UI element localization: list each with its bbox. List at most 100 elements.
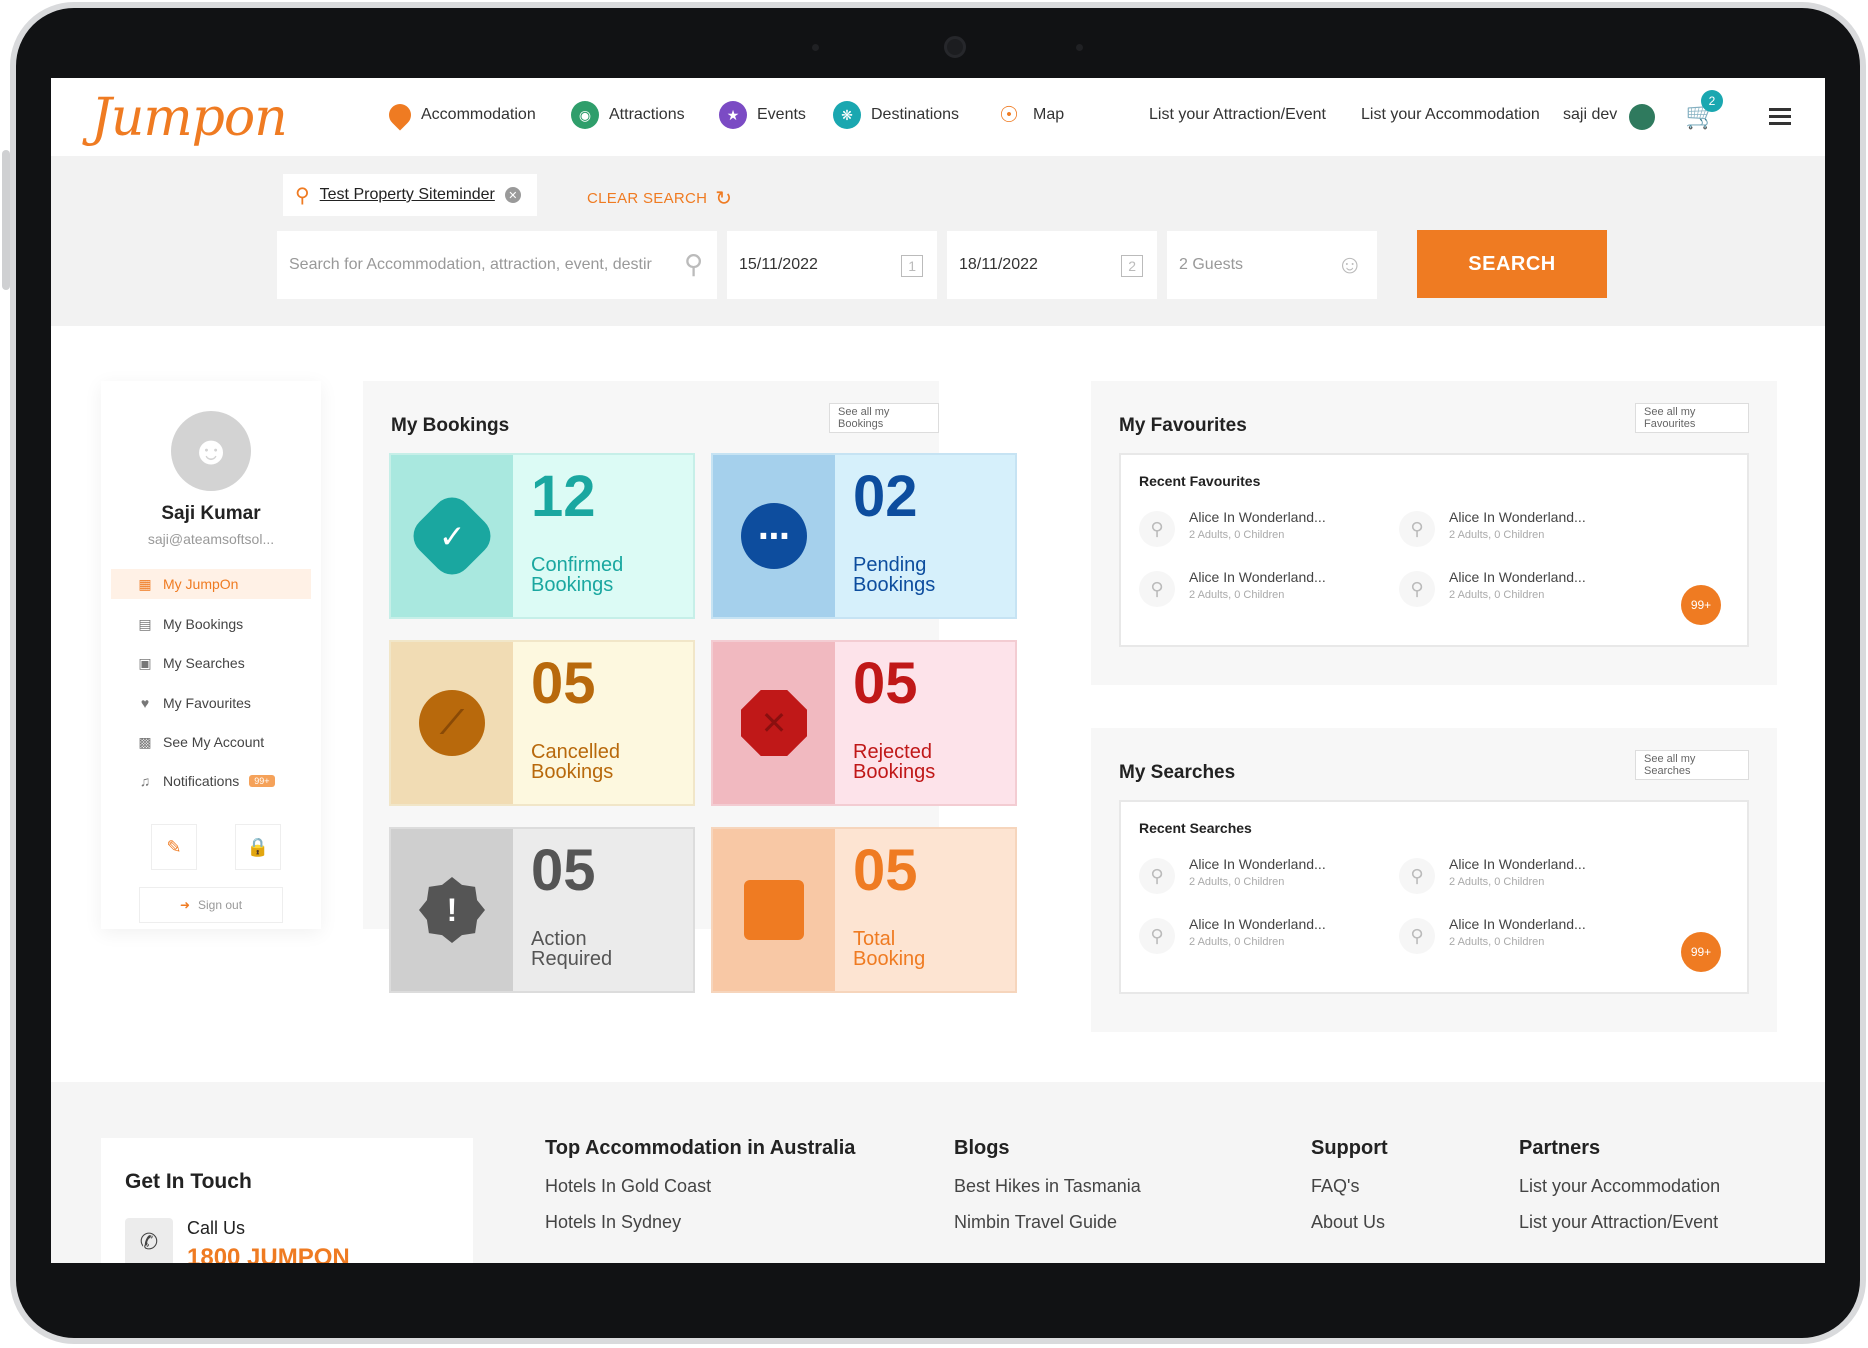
guests-field[interactable]: 2 Guests ☺ <box>1167 231 1377 299</box>
footer-column-title: Support <box>1311 1137 1388 1159</box>
search-item[interactable]: ⚲ Alice In Wonderland... 2 Adults, 0 Chi… <box>1139 856 1369 902</box>
nav-attractions[interactable]: ◉ Attractions <box>571 96 685 134</box>
card-icon-area: ! <box>391 829 513 991</box>
search-tag[interactable]: ⚲ Test Property Siteminder ✕ <box>283 174 537 216</box>
checkin-date-field[interactable]: 15/11/2022 1 <box>727 231 937 299</box>
sidebar-item-see-my-account[interactable]: ▩ See My Account <box>111 727 311 757</box>
recent-favourites-title: Recent Favourites <box>1139 473 1261 489</box>
profile-email: saji@ateamsoftsol... <box>147 531 275 547</box>
change-password-button[interactable]: 🔒 <box>235 824 281 870</box>
footer-link[interactable]: Best Hikes in Tasmania <box>954 1176 1141 1196</box>
footer-link[interactable]: List your Attraction/Event <box>1519 1212 1719 1232</box>
jumpon-logo[interactable]: Jumpon <box>91 88 288 148</box>
search-band: ⚲ Test Property Siteminder ✕ CLEAR SEARC… <box>51 156 1825 326</box>
list-accommodation-link[interactable]: List your Accommodation <box>1361 106 1540 123</box>
sidebar-item-notifications[interactable]: ♫ Notifications 99+ <box>111 766 311 796</box>
recent-favourites-box: Recent Favourites ⚲ Alice In Wonderland.… <box>1119 453 1749 647</box>
checkout-date: 18/11/2022 <box>959 256 1038 273</box>
favourite-item[interactable]: ⚲ Alice In Wonderland... 2 Adults, 0 Chi… <box>1139 569 1369 615</box>
my-searches-title: My Searches <box>1119 762 1236 783</box>
favourite-item[interactable]: ⚲ Alice In Wonderland... 2 Adults, 0 Chi… <box>1139 509 1369 555</box>
sensor-dot <box>1076 44 1083 51</box>
lock-icon: 🔒 <box>246 836 270 857</box>
remove-tag-icon[interactable]: ✕ <box>504 187 521 203</box>
booking-card-pending[interactable]: ⋯ 02 Pending Bookings <box>711 453 1017 619</box>
sidebar-item-my-favourites[interactable]: ♥ My Favourites <box>111 688 311 718</box>
footer-column-blogs: Blogs Best Hikes in Tasmania Nimbin Trav… <box>954 1137 1141 1248</box>
footer-link[interactable]: FAQ's <box>1311 1176 1360 1196</box>
calendar-icon: 2 <box>1121 255 1143 277</box>
booking-card-total[interactable]: 05 Total Booking <box>711 827 1017 993</box>
phone-icon: ✆ <box>125 1218 173 1263</box>
booking-card-action-required[interactable]: ! 05 Action Required <box>389 827 695 993</box>
clear-search-button[interactable]: CLEAR SEARCH ↻ <box>587 186 732 211</box>
user-name[interactable]: saji dev <box>1563 106 1618 123</box>
item-subtitle: 2 Adults, 0 Children <box>1449 876 1545 888</box>
card-icon-area: ✕ <box>713 642 835 804</box>
footer-column-title: Partners <box>1519 1137 1601 1159</box>
see-all-searches-button[interactable]: See all my Searches <box>1635 750 1749 780</box>
footer: Get In Touch ✆ Call Us 1800 JUMPON Top A… <box>51 1082 1825 1263</box>
nav-label: Attractions <box>609 106 685 123</box>
map-marker-icon: ☉ <box>995 101 1023 129</box>
notification-badge: 99+ <box>249 775 275 787</box>
user-icon[interactable] <box>1629 104 1655 130</box>
search-button[interactable]: SEARCH <box>1417 230 1607 298</box>
nav-map[interactable]: ☉ Map <box>995 96 1064 134</box>
refresh-icon: ↻ <box>715 188 733 210</box>
sidebar-item-my-searches[interactable]: ▣ My Searches <box>111 648 311 678</box>
list-attraction-link[interactable]: List your Attraction/Event <box>1149 106 1326 123</box>
sidebar-item-my-bookings[interactable]: ▤ My Bookings <box>111 609 311 639</box>
checkout-date-field[interactable]: 18/11/2022 2 <box>947 231 1157 299</box>
nav-destinations[interactable]: ❋ Destinations <box>833 96 959 134</box>
card-label: Total Booking <box>853 928 926 970</box>
search-item[interactable]: ⚲ Alice In Wonderland... 2 Adults, 0 Chi… <box>1399 856 1629 902</box>
phone-number[interactable]: 1800 JUMPON <box>187 1244 350 1263</box>
search-item[interactable]: ⚲ Alice In Wonderland... 2 Adults, 0 Chi… <box>1139 916 1369 962</box>
footer-link[interactable]: Hotels In Gold Coast <box>545 1176 712 1196</box>
screen: Jumpon Accommodation ◉ Attractions ★ Eve… <box>51 78 1825 1263</box>
my-favourites-panel: My Favourites See all my Favourites Rece… <box>1091 381 1777 685</box>
see-all-favourites-button[interactable]: See all my Favourites <box>1635 403 1749 433</box>
card-icon-area: ⟋ <box>391 642 513 804</box>
sign-out-button[interactable]: ➜ Sign out <box>139 887 283 923</box>
total-icon <box>744 880 804 940</box>
card-label: Cancelled Bookings <box>531 741 620 783</box>
guests-icon: ☺ <box>1336 249 1363 279</box>
get-in-touch-card: Get In Touch ✆ Call Us 1800 JUMPON <box>101 1138 473 1263</box>
item-subtitle: 2 Adults, 0 Children <box>1449 529 1545 541</box>
footer-link[interactable]: Nimbin Travel Guide <box>954 1212 1118 1232</box>
guests-value: 2 Guests <box>1179 256 1244 273</box>
item-title: Alice In Wonderland... <box>1449 916 1586 932</box>
favourite-item[interactable]: ⚲ Alice In Wonderland... 2 Adults, 0 Chi… <box>1399 509 1629 555</box>
hamburger-menu-icon[interactable] <box>1769 108 1791 129</box>
card-count: 12 <box>531 464 596 529</box>
star-icon: ★ <box>719 101 747 129</box>
item-subtitle: 2 Adults, 0 Children <box>1449 589 1545 601</box>
booking-card-rejected[interactable]: ✕ 05 Rejected Bookings <box>711 640 1017 806</box>
footer-column-partners: Partners List your Accommodation List yo… <box>1519 1137 1720 1248</box>
footer-link[interactable]: About Us <box>1311 1212 1386 1232</box>
item-title: Alice In Wonderland... <box>1189 856 1326 872</box>
more-searches-badge[interactable]: 99+ <box>1681 932 1721 972</box>
footer-link[interactable]: Hotels In Sydney <box>545 1212 682 1232</box>
booking-card-cancelled[interactable]: ⟋ 05 Cancelled Bookings <box>389 640 695 806</box>
footer-column-accommodation: Top Accommodation in Australia Hotels In… <box>545 1137 855 1248</box>
favourite-item[interactable]: ⚲ Alice In Wonderland... 2 Adults, 0 Chi… <box>1399 569 1629 615</box>
search-icon: ⚲ <box>1399 858 1435 894</box>
see-all-bookings-button[interactable]: See all my Bookings <box>829 403 939 433</box>
nav-accommodation[interactable]: Accommodation <box>384 96 536 134</box>
nav-events[interactable]: ★ Events <box>719 96 806 134</box>
sidebar-item-my-jumpon[interactable]: ▦ My JumpOn <box>111 569 311 599</box>
item-subtitle: 2 Adults, 0 Children <box>1449 936 1545 948</box>
edit-profile-button[interactable]: ✎ <box>151 824 197 870</box>
footer-link[interactable]: List your Accommodation <box>1519 1176 1721 1196</box>
search-input[interactable]: Search for Accommodation, attraction, ev… <box>277 231 717 299</box>
avatar[interactable]: ☻ <box>171 411 251 491</box>
item-title: Alice In Wonderland... <box>1189 509 1326 525</box>
pin-icon <box>384 99 416 131</box>
more-favourites-badge[interactable]: 99+ <box>1681 585 1721 625</box>
nav-label: Accommodation <box>421 106 536 123</box>
search-item[interactable]: ⚲ Alice In Wonderland... 2 Adults, 0 Chi… <box>1399 916 1629 962</box>
booking-card-confirmed[interactable]: ✓ 12 Confirmed Bookings <box>389 453 695 619</box>
